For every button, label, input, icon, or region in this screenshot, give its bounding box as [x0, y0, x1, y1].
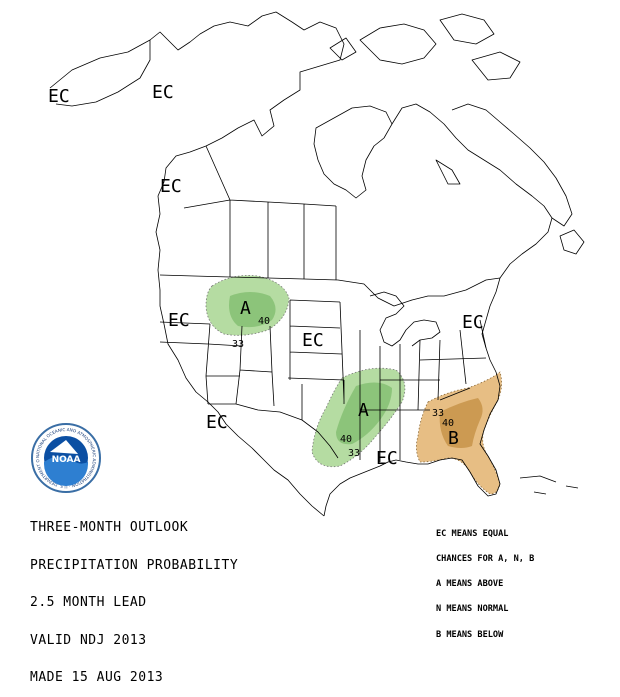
title-block: THREE-MONTH OUTLOOK PRECIPITATION PROBAB…	[30, 497, 238, 697]
contour-label-south-33: 33	[348, 448, 360, 459]
hudson-bay	[313, 105, 393, 199]
below-region-se-inner	[439, 398, 483, 448]
ec-label-central: EC	[302, 330, 324, 351]
title-line-1: THREE-MONTH OUTLOOK	[30, 520, 189, 535]
shading-layer	[205, 275, 502, 495]
us-state-lines-east	[359, 319, 487, 462]
coastline-east	[323, 103, 553, 517]
ec-label-southwest: EC	[206, 412, 228, 433]
above-label-north: A	[240, 298, 251, 319]
title-line-3: 2.5 MONTH LEAD	[30, 595, 147, 610]
newfoundland	[559, 229, 585, 255]
geography-outlines	[49, 11, 585, 517]
legend-line-5: B MEANS BELOW	[436, 629, 504, 640]
legend-line-1: EC MEANS EQUAL	[436, 528, 509, 539]
canada-us-border	[159, 274, 501, 307]
us-state-lines-west	[159, 321, 275, 407]
contour-label-north-33: 33	[232, 339, 244, 350]
legend-line-2: CHANCES FOR A, N, B	[436, 554, 535, 565]
title-line-4: VALID NDJ 2013	[30, 632, 147, 648]
noaa-logo-text: NOAA	[52, 455, 81, 465]
ec-label-alaska-east: EC	[152, 82, 174, 103]
title-line-5: MADE 15 AUG 2013	[30, 670, 164, 685]
outlook-map: EC EC EC EC EC EC EC EC A A B 40 33 40 3…	[31, 11, 585, 517]
contour-label-north-40: 40	[258, 316, 270, 327]
arctic-islands	[329, 13, 521, 185]
coastline-west	[49, 11, 345, 517]
ec-label-southeast: EC	[376, 448, 398, 469]
ec-label-northwest: EC	[168, 310, 190, 331]
contour-label-se-40: 40	[442, 418, 454, 429]
labrador	[451, 103, 573, 227]
ec-label-alaska-west: EC	[48, 86, 70, 107]
ec-label-northeast: EC	[462, 312, 484, 333]
coastline-alaska-south	[55, 40, 151, 107]
canada-provinces	[183, 145, 337, 280]
great-lakes	[369, 291, 441, 347]
contour-label-se-33: 33	[432, 408, 444, 419]
above-label-south: A	[358, 400, 369, 421]
us-state-lines-central	[287, 299, 345, 420]
caribbean-islands	[519, 475, 579, 495]
below-label-se: B	[448, 428, 459, 449]
legend-line-3: A MEANS ABOVE	[436, 579, 504, 590]
ec-labels: EC EC EC EC EC EC EC EC	[48, 82, 484, 469]
ec-label-bc: EC	[160, 176, 182, 197]
legend-block: EC MEANS EQUAL CHANCES FOR A, N, B A MEA…	[436, 513, 534, 648]
above-region-south-inner	[336, 382, 392, 445]
contour-labels: 40 33 40 33 33 40	[232, 316, 454, 459]
category-labels: A A B	[240, 298, 459, 449]
legend-line-4: N MEANS NORMAL	[436, 604, 509, 615]
contour-label-south-40: 40	[340, 434, 352, 445]
us-mexico-border	[208, 403, 339, 459]
noaa-logo: NATIONAL OCEANIC AND ATMOSPHERIC ADMINIS…	[31, 423, 101, 493]
above-region-north-inner	[229, 292, 276, 328]
title-line-2: PRECIPITATION PROBABILITY	[30, 557, 239, 573]
